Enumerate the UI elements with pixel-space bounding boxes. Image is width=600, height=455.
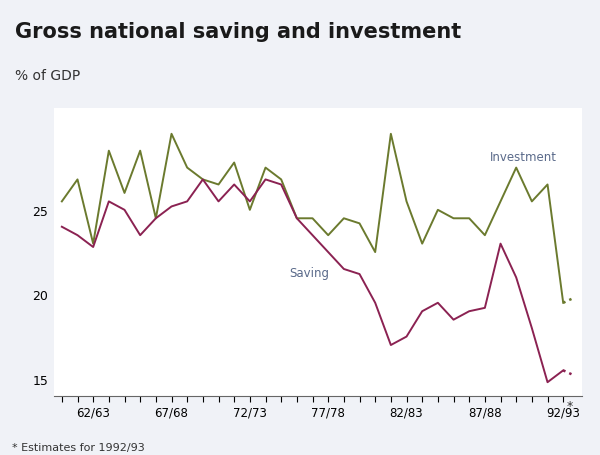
Text: Investment: Investment (490, 150, 557, 163)
Text: * Estimates for 1992/93: * Estimates for 1992/93 (12, 442, 145, 452)
Text: *: * (567, 399, 573, 413)
Text: Gross national saving and investment: Gross national saving and investment (15, 22, 461, 42)
Text: % of GDP: % of GDP (15, 69, 80, 83)
Text: Saving: Saving (289, 267, 329, 279)
